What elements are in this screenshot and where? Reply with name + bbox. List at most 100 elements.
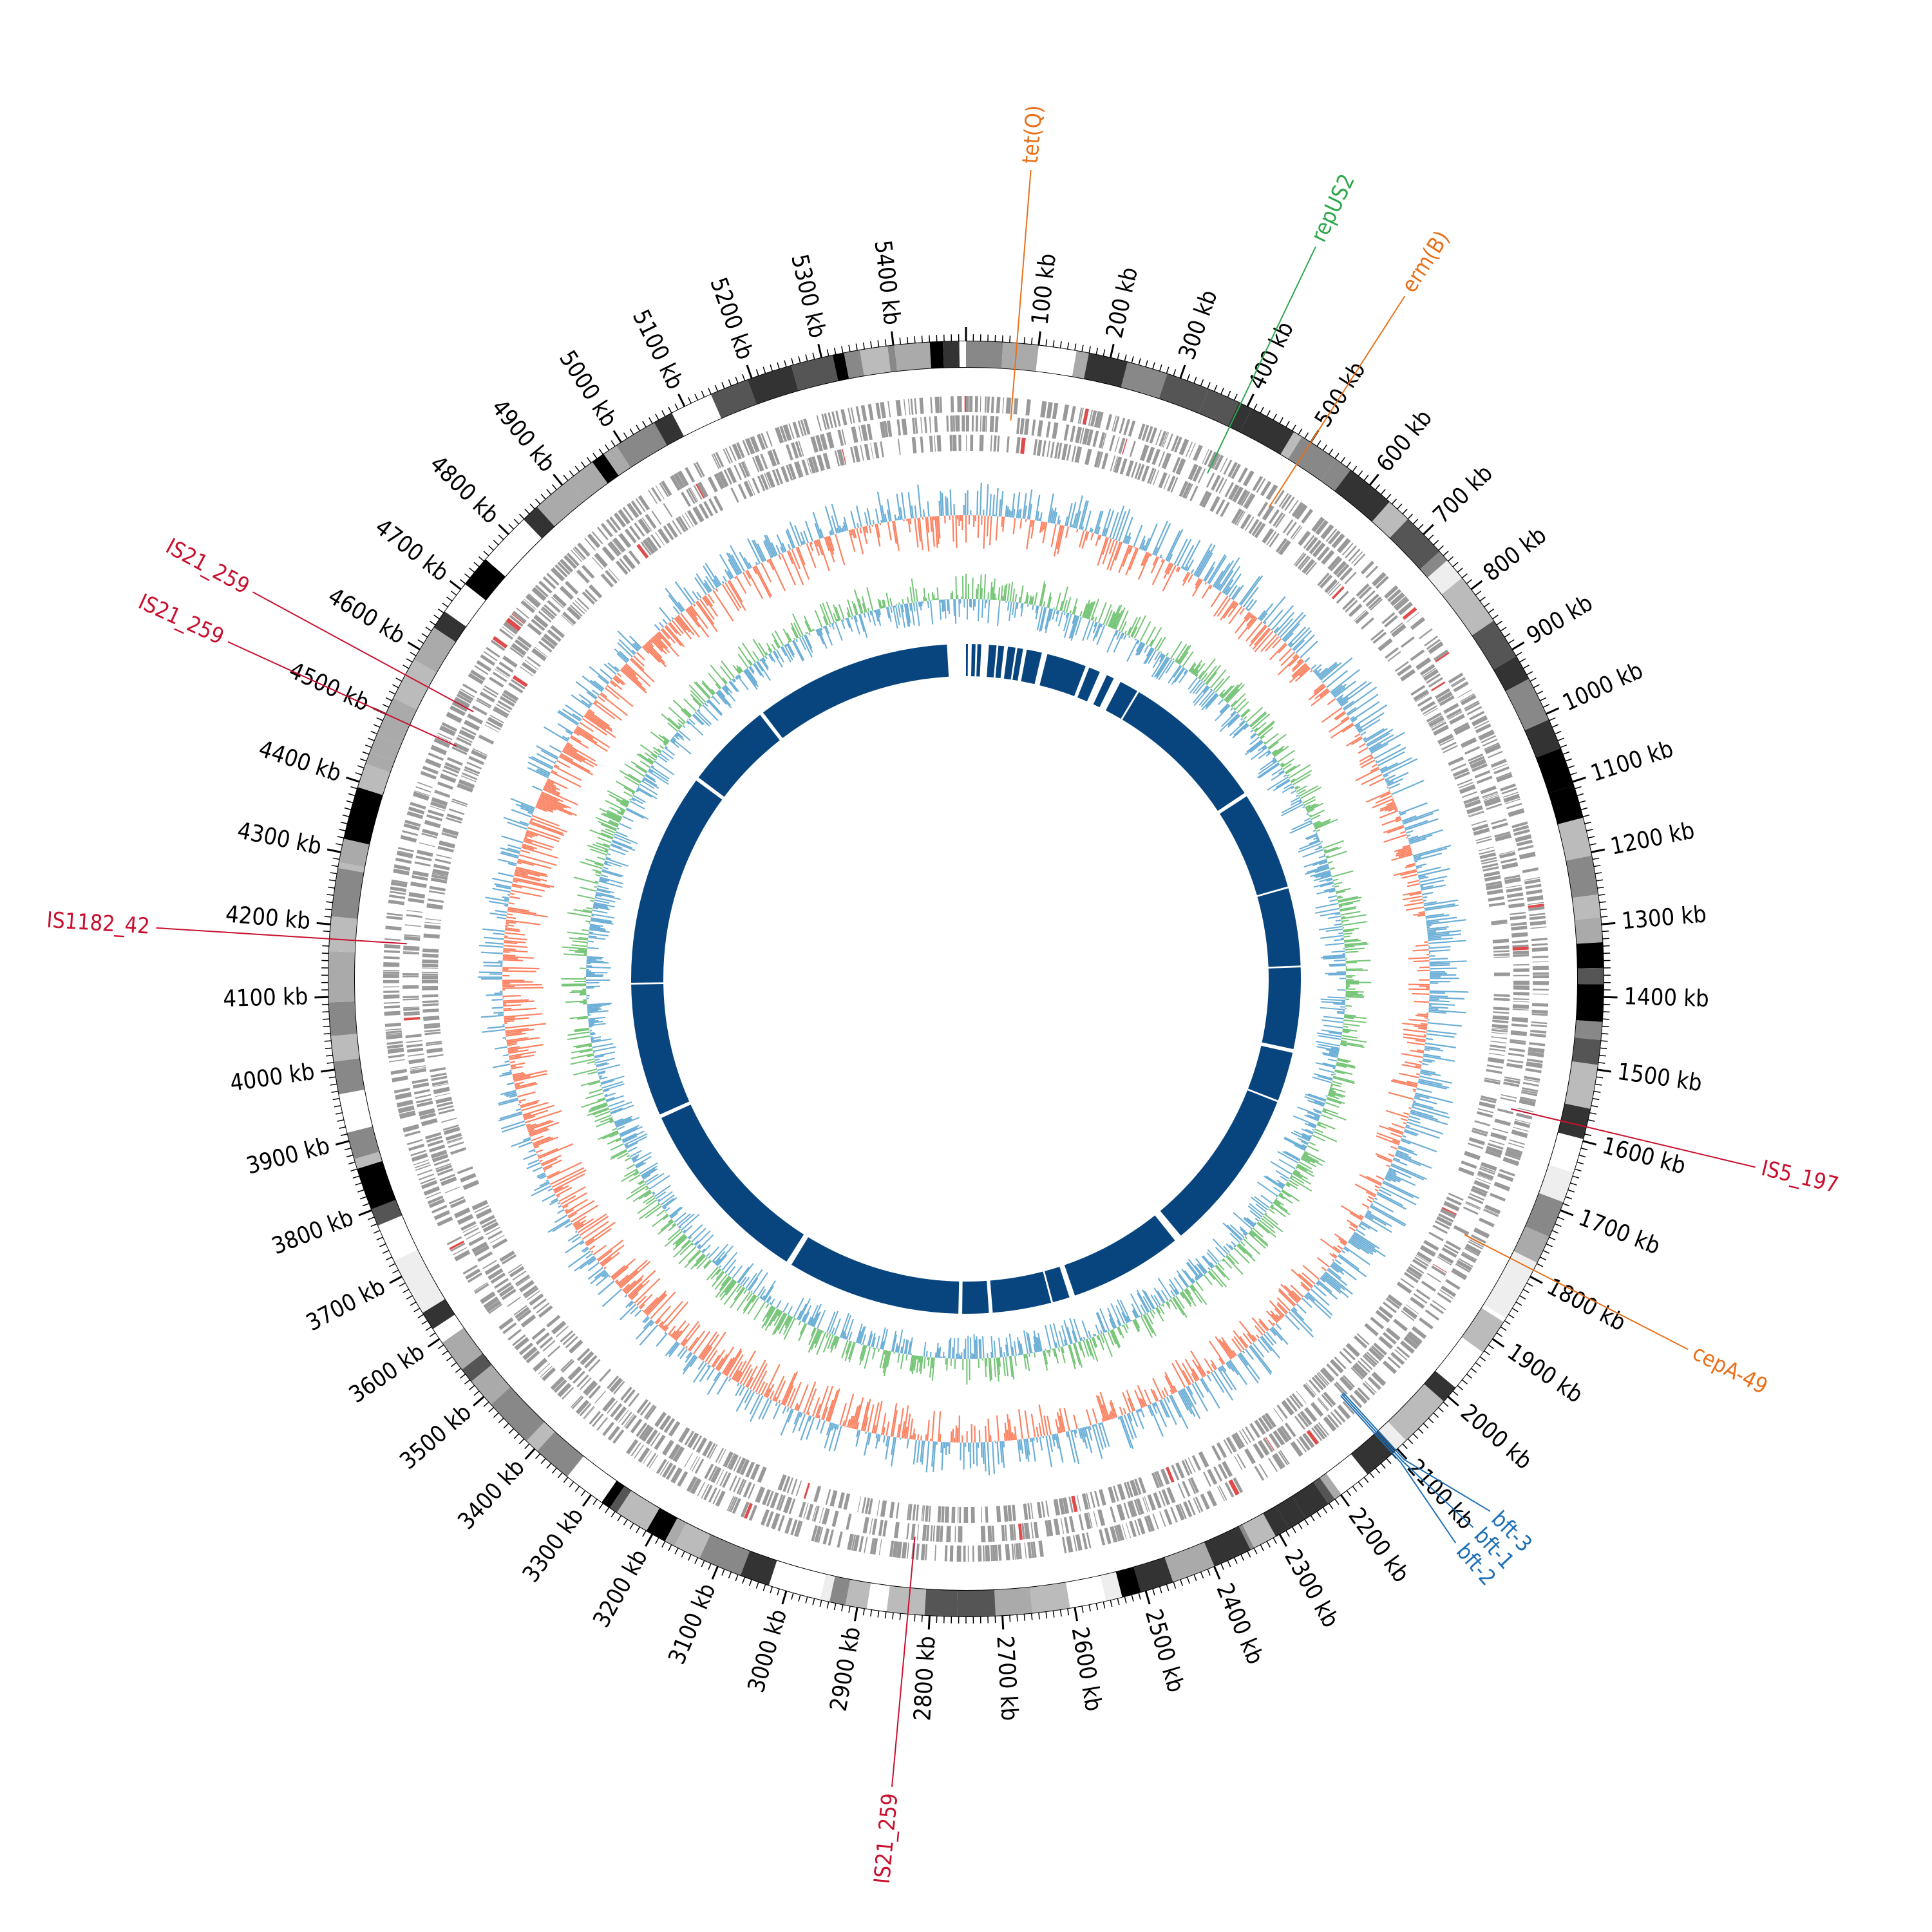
cds-block [1088,410,1094,426]
cds-block [420,1177,436,1185]
gc-skew-bar [1343,1019,1367,1023]
karyotype-band [339,1090,373,1133]
cds-block [428,752,444,761]
gc-skew-bar [1151,655,1166,677]
cds-block [1161,1489,1171,1506]
cds-block [1466,706,1482,715]
cds-block [1074,446,1083,463]
gc-content-bar [583,715,616,739]
minor-tick [535,1453,541,1459]
gc-skew-bar [1316,1124,1327,1129]
cds-block [1424,636,1438,647]
cds-block [715,1447,724,1463]
gc-content-bar [586,691,597,700]
cds-block [788,1498,796,1515]
gc-skew-bar [1265,752,1272,757]
cds-block [448,1141,464,1148]
cds-block [403,951,420,953]
gc-content-bar [504,1060,510,1063]
gc-content-bar [1314,688,1329,699]
cds-block [1439,737,1455,746]
karyotype-band [592,454,619,484]
gc-content-bar [491,877,513,884]
cds-block [1499,850,1515,855]
cds-block [1184,1459,1193,1475]
gc-content-bar [661,628,676,644]
gc-content-bar [504,929,521,933]
karyotype-band [1388,1384,1444,1441]
gc-content-bar [1239,1336,1249,1348]
cds-block [450,705,466,717]
minor-tick [762,1584,766,1591]
cds-block [1511,821,1528,829]
gc-content-bar [535,806,547,812]
gc-content-bar [1204,1358,1213,1372]
gc-skew-bar [1342,1029,1350,1032]
gc-content-bar [592,1244,607,1256]
cds-block [1516,839,1533,847]
gc-content-bar [1242,1332,1253,1345]
minor-tick [1380,1463,1386,1469]
minor-tick [493,1412,499,1418]
cds-block [1476,1111,1493,1118]
gc-content-bar [1385,805,1397,812]
gc-content-bar [1073,1414,1078,1430]
major-tick [1037,331,1041,346]
gc-content-bar [623,665,639,680]
gc-content-bar [1102,1404,1109,1421]
gc-skew-bar [1063,612,1070,632]
gc-content-bar [518,1099,527,1103]
gc-content-bar [498,1113,523,1122]
gc-content-bar [619,1303,636,1321]
cds-block [643,1404,655,1419]
cds-block [402,998,419,1001]
gc-content-bar [816,1385,829,1419]
gc-skew-bar [1198,689,1213,706]
cds-block [1242,470,1255,487]
gc-content-bar [1341,724,1354,733]
gc-content-bar [1349,1239,1370,1255]
gc-content-bar [552,1220,571,1233]
gc-content-bar [985,484,989,516]
gc-content-bar [1292,630,1312,650]
cds-block [1497,1108,1514,1115]
minor-tick [1412,1433,1419,1439]
gc-skew-bar [1075,616,1083,636]
gc-content-bar [824,506,835,535]
gc-skew-bar [1220,685,1233,698]
gc-content-bar [1135,1410,1144,1430]
cds-block [1526,895,1544,902]
gc-content-bar [1097,1423,1107,1448]
minor-tick [994,1615,996,1623]
cds-block [914,398,918,415]
gc-content-bar [703,582,712,592]
gc-content-bar [1018,1409,1023,1439]
cds-block [752,457,760,473]
cds-block [708,1444,718,1459]
cds-block [454,1249,471,1262]
cds-block [641,1426,654,1442]
cds-block [424,1132,442,1140]
cds-block [651,510,662,525]
gc-content-bar [515,803,535,812]
cds-block [1526,1061,1543,1068]
cds-block [493,706,509,717]
cds-block [422,1003,439,1007]
cds-block [400,835,417,843]
cds-block [1068,1515,1075,1533]
minor-tick [642,421,647,428]
cds-block [447,1138,463,1144]
cds-block [1235,1432,1245,1448]
cds-block [540,1365,553,1378]
minor-tick [392,684,399,688]
cds-block [689,1455,698,1470]
gc-content-bar [758,1398,770,1420]
gc-skew-bar [1048,596,1052,609]
cds-block [1170,477,1179,493]
cds-block [612,540,623,553]
cds-block [1202,449,1209,464]
cds-block [596,526,609,540]
karyotype-band [328,1001,357,1036]
gc-content-bar [1391,1122,1406,1129]
karyotype-band [339,838,370,867]
